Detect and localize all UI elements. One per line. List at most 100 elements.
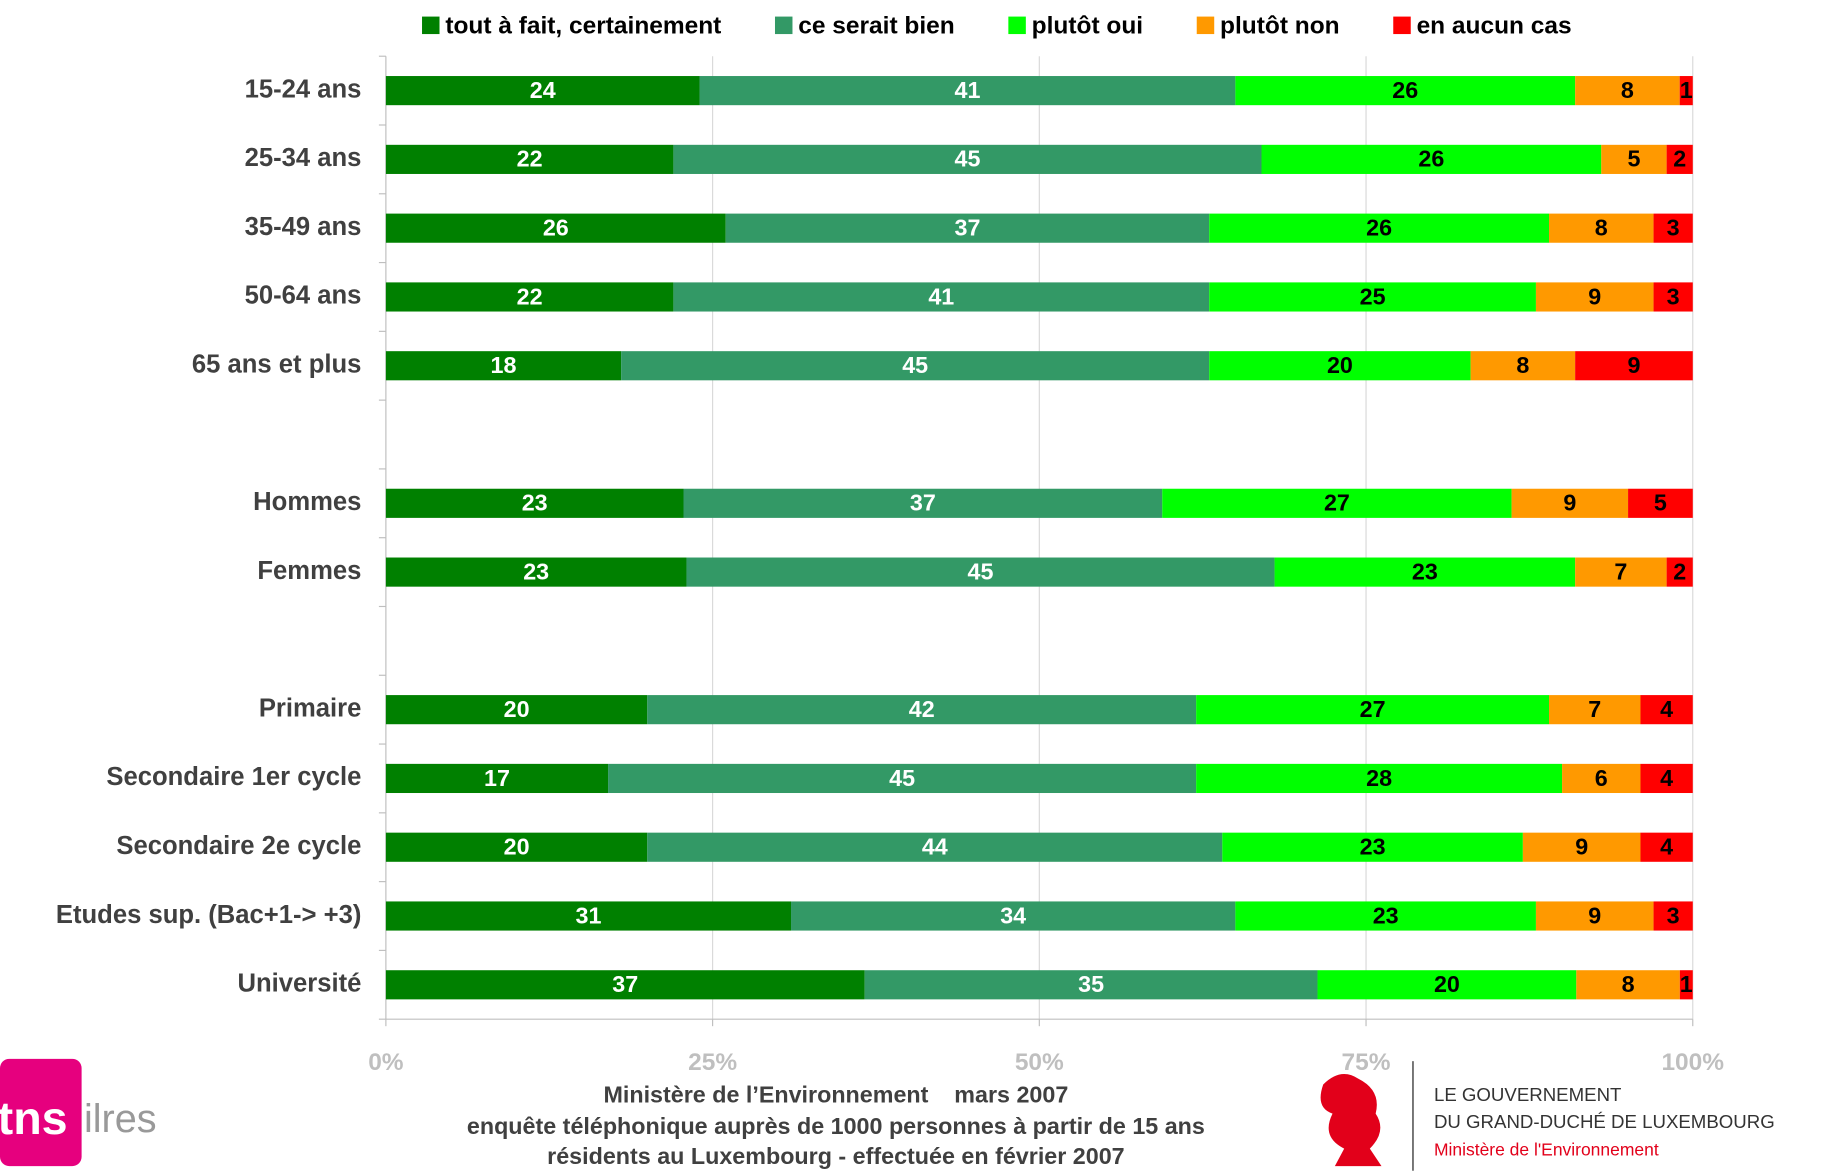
logo-box [0, 1058, 82, 1167]
bar-segment [385, 557, 687, 587]
bar-segment [791, 901, 1236, 931]
y-tick-label: Etudes sup. (Bac+1-> +3) [56, 901, 361, 929]
bar-segment [1666, 144, 1693, 174]
y-tick-label: 15-24 ans [245, 75, 362, 103]
bar-segment [1235, 901, 1536, 931]
y-tick-label: Secondaire 2e cycle [116, 832, 361, 860]
value-label: 25 [1360, 283, 1386, 309]
value-label: 9 [1588, 283, 1601, 309]
logo-text: ilres [84, 1097, 157, 1141]
value-label: 4 [1660, 834, 1673, 860]
gov-text: DU GRAND-DUCHÉ DE LUXEMBOURG [1434, 1111, 1775, 1132]
value-label: 9 [1627, 352, 1640, 378]
value-label: 8 [1516, 352, 1529, 378]
bar-segment [1209, 213, 1550, 243]
y-tick-label: Primaire [259, 694, 362, 722]
y-tick-label: Université [237, 970, 361, 998]
value-label: 27 [1324, 490, 1350, 516]
value-label: 18 [491, 352, 517, 378]
bar-segment [699, 76, 1236, 106]
lion-icon [1320, 1073, 1382, 1167]
bar-segment [864, 970, 1318, 1000]
bar-segment [385, 282, 674, 312]
value-label: 26 [1418, 146, 1444, 172]
value-label: 42 [909, 696, 935, 722]
bar-segment [1274, 557, 1576, 587]
value-label: 37 [910, 490, 936, 516]
x-tick-label: 0% [368, 1049, 404, 1076]
value-label: 3 [1667, 902, 1680, 928]
bar-segment [385, 763, 609, 794]
bar-segment [385, 213, 726, 243]
bar-segment [1679, 970, 1693, 1000]
bar-segment [1261, 144, 1602, 174]
value-label: 45 [902, 352, 928, 378]
value-label: 7 [1614, 558, 1627, 584]
bar-segment [1317, 970, 1577, 1000]
y-tick-label: 65 ans et plus [192, 351, 361, 379]
bar-segment [1601, 144, 1667, 174]
bar-segment [686, 557, 1275, 587]
bar-segment [647, 832, 1223, 862]
value-label: 1 [1680, 77, 1693, 103]
value-label: 20 [1434, 971, 1460, 997]
bar-segment [1653, 213, 1693, 243]
bar-segment [385, 144, 674, 174]
legend-label: ce serait bien [798, 13, 954, 40]
bar-segment [1562, 763, 1641, 794]
y-tick-label: 25-34 ans [245, 144, 362, 172]
bar-segment [385, 695, 648, 725]
legend-label: tout à fait, certainement [445, 13, 721, 40]
bar-segment [1511, 488, 1629, 518]
y-tick-label: 35-49 ans [245, 213, 362, 241]
bar-segment [1196, 763, 1563, 794]
legend-swatch [1393, 16, 1411, 35]
legend-swatch [1196, 16, 1215, 35]
bar-segment [385, 832, 648, 862]
x-tick-label: 100% [1661, 1049, 1724, 1076]
value-label: 4 [1660, 765, 1673, 791]
bar-segment [1549, 695, 1641, 725]
footer: Ministère de l’Environnement mars 2007 e… [467, 1081, 1205, 1169]
bar-segment [1653, 901, 1693, 931]
value-label: 6 [1595, 765, 1608, 791]
value-label: 8 [1595, 214, 1608, 240]
y-tick-label: 50-64 ans [245, 282, 362, 310]
value-label: 9 [1588, 902, 1601, 928]
value-label: 44 [922, 834, 948, 860]
value-label: 2 [1673, 146, 1686, 172]
footer-line: enquête téléphonique auprès de 1000 pers… [467, 1113, 1205, 1139]
value-label: 24 [530, 77, 556, 103]
footer-line: résidents au Luxembourg - effectuée en f… [547, 1143, 1124, 1169]
bar-segment [385, 970, 865, 1000]
bar-segment [1575, 557, 1667, 587]
bar-segment [608, 763, 1197, 794]
value-label: 4 [1660, 696, 1673, 722]
ministry-text: Ministère de l'Environnement [1434, 1140, 1659, 1160]
bar-segment [1535, 282, 1654, 312]
value-label: 17 [484, 765, 510, 791]
value-label: 45 [889, 765, 915, 791]
bar-segment [1666, 557, 1693, 587]
bar-segment [1640, 763, 1693, 794]
bar-segment [1162, 488, 1512, 518]
value-label: 45 [954, 146, 980, 172]
value-label: 28 [1366, 765, 1392, 791]
value-label: 37 [954, 214, 980, 240]
y-tick-label: Femmes [257, 557, 361, 585]
value-label: 7 [1588, 696, 1601, 722]
value-label: 20 [504, 834, 530, 860]
value-label: 23 [1360, 834, 1386, 860]
bar-segment [1470, 351, 1576, 381]
value-label: 34 [1000, 902, 1026, 928]
bar-segment [1535, 901, 1654, 931]
bar-segment [1640, 832, 1693, 862]
bar-segment [621, 351, 1210, 381]
value-label: 20 [504, 696, 530, 722]
value-label: 8 [1622, 971, 1635, 997]
bar-segment [1522, 832, 1641, 862]
bar-segment [683, 488, 1163, 518]
bar-segment [1235, 76, 1576, 106]
bar-segment [1209, 351, 1471, 381]
